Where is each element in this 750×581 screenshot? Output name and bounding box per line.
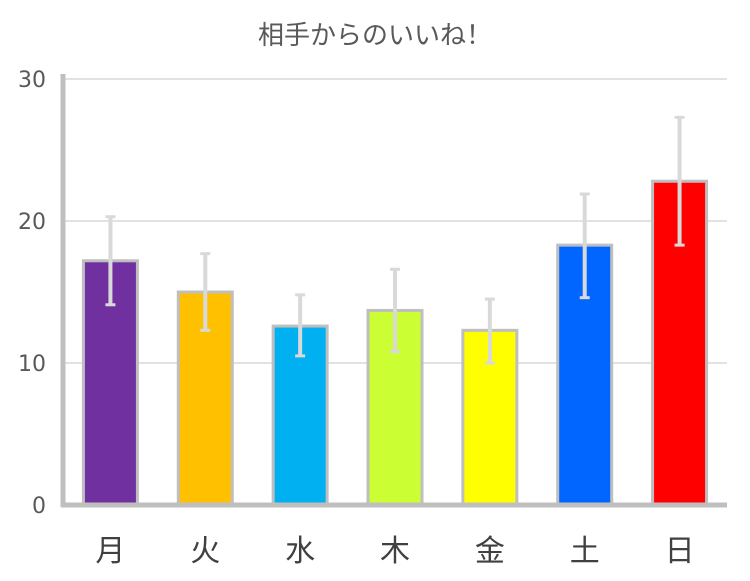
x-tick-label: 火 <box>190 534 220 569</box>
y-tick-label: 20 <box>18 210 46 235</box>
x-tick-label: 木 <box>380 534 410 569</box>
y-axis-ticks: 0 10 20 30 <box>18 68 46 519</box>
axes <box>60 74 727 508</box>
x-tick-label: 土 <box>570 534 600 569</box>
x-tick-label: 水 <box>285 534 315 569</box>
x-tick-label: 日 <box>665 534 695 569</box>
y-tick-label: 10 <box>18 352 46 377</box>
y-tick-label: 30 <box>18 68 46 93</box>
x-tick-label: 月 <box>95 534 125 569</box>
x-tick-label: 金 <box>475 534 505 569</box>
chart-title: 相手からのいいね！ <box>258 21 492 51</box>
error-bars <box>105 115 685 365</box>
x-axis-ticks: 月火水木金土日 <box>95 534 694 569</box>
y-tick-label: 0 <box>32 494 46 519</box>
